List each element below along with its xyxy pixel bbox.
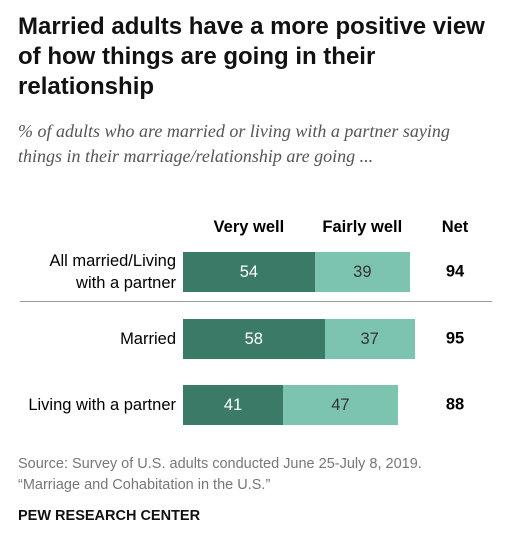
chart-title: Married adults have a more positive view…: [18, 13, 485, 100]
category-label: All married/Living with a partner: [49, 252, 176, 292]
category-label: Married: [120, 330, 176, 348]
report-note: “Marriage and Cohabitation in the U.S.”: [18, 477, 271, 493]
value-label: 41: [223, 395, 243, 414]
bar: 39: [314, 252, 410, 292]
value-label: 47: [331, 395, 350, 414]
bar: 41: [183, 385, 284, 425]
value-label: 37: [360, 329, 379, 348]
source-note: Source: Survey of U.S. adults conducted …: [18, 456, 422, 472]
value-label: 39: [353, 262, 372, 281]
net-value: 94: [445, 262, 465, 281]
chart-subtitle: % of adults who are married or living wi…: [18, 121, 450, 166]
net-value: 88: [445, 395, 465, 414]
value-label: 54: [239, 262, 259, 281]
bar: 37: [324, 319, 415, 359]
legend-label: Fairly well: [322, 218, 403, 236]
bar: 58: [183, 319, 325, 359]
value-label: 58: [244, 329, 263, 348]
footer: PEW RESEARCH CENTER: [18, 508, 201, 524]
separator: [20, 301, 492, 302]
bar: 47: [283, 385, 398, 425]
column-header: Net: [441, 218, 469, 236]
legend-label: Very well: [213, 218, 285, 236]
bar: 54: [183, 252, 315, 292]
category-label: Living with a partner: [28, 396, 176, 414]
net-value: 95: [445, 329, 465, 348]
